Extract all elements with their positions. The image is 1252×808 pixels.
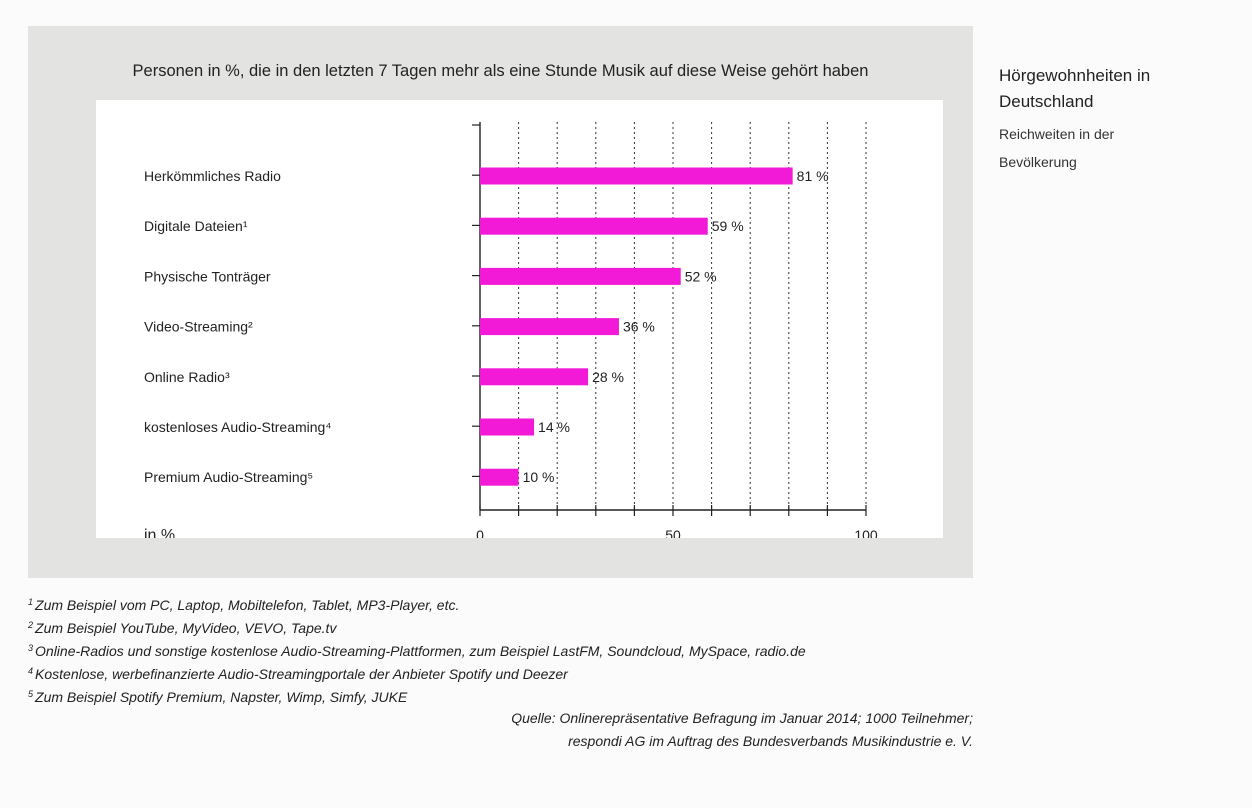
bar <box>480 418 535 436</box>
footnote-4: 4 Kostenlose, werbefinanzierte Audio-Stre… <box>28 666 568 682</box>
value-label: 81 % <box>797 168 829 184</box>
bar <box>480 217 708 235</box>
footnote-5: 5 Zum Beispiel Spotify Premium, Napster, … <box>28 689 408 705</box>
value-label: 28 % <box>592 369 624 385</box>
bar <box>480 468 519 486</box>
x-tick-label: 0 <box>476 527 484 538</box>
footnote-1: 1 Zum Beispiel vom PC, Laptop, Mobiltelef… <box>28 597 460 613</box>
category-label: Online Radio³ <box>144 369 230 385</box>
plot-area: Herkömmliches Radio 81 % Digitale Dateien¹… <box>96 100 943 538</box>
value-label: 36 % <box>623 319 655 335</box>
footnote-3: 3 Online-Radios und sonstige kostenlose A… <box>28 643 806 659</box>
chart-title: Personen in %, die in den letzten 7 Tage… <box>132 62 869 80</box>
source-note: Quelle: Onlinerepräsentative Befragung i… <box>28 707 973 753</box>
value-label: 14 % <box>538 419 570 435</box>
footnote-2: 2 Zum Beispiel YouTube, MyVideo, VEVO, Ta… <box>28 620 337 636</box>
x-tick-label: 100 <box>854 527 878 538</box>
value-label: 52 % <box>685 268 717 284</box>
bar <box>480 267 681 285</box>
bar <box>480 368 589 386</box>
category-label: kostenloses Audio-Streaming⁴ <box>144 419 331 435</box>
bar-chart: Herkömmliches Radio 81 % Digitale Dateien¹… <box>144 122 878 538</box>
source-line-1: Quelle: Onlinerepräsentative Befragung i… <box>511 710 973 726</box>
source-line-2: respondi AG im Auftrag des Bundesverband… <box>568 733 973 749</box>
category-label: Digitale Dateien¹ <box>144 218 248 234</box>
x-tick-label: 50 <box>665 527 681 538</box>
x-axis-label: in % <box>144 527 175 538</box>
value-label: 59 % <box>712 218 744 234</box>
page-title: Hörgewohnheiten in Deutschland <box>999 66 1151 111</box>
category-label: Herkömmliches Radio <box>144 168 281 184</box>
footnotes: 1 Zum Beispiel vom PC, Laptop, Mobiltelef… <box>28 591 973 706</box>
value-label: 10 % <box>523 469 555 485</box>
category-label: Physische Tonträger <box>144 268 271 284</box>
category-label: Video-Streaming² <box>144 319 253 335</box>
chart-panel: Personen in %, die in den letzten 7 Tage… <box>28 26 973 578</box>
bar <box>480 167 793 185</box>
page-subtitle: Reichweiten in der Bevölkerung <box>999 126 1115 170</box>
bar <box>480 318 619 336</box>
category-label: Premium Audio-Streaming⁵ <box>144 469 313 485</box>
